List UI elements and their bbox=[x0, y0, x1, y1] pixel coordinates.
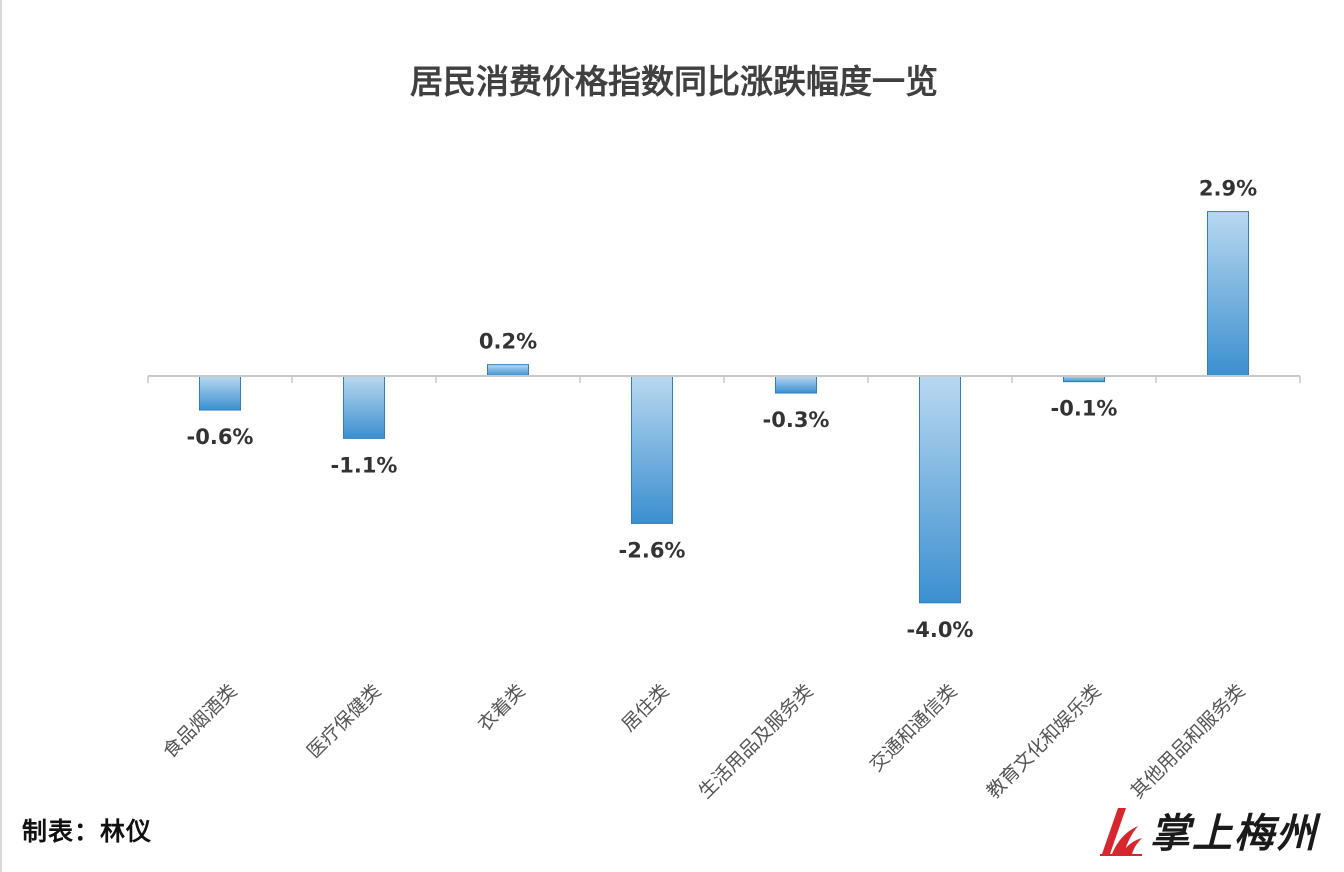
x-tick-label: 衣着类 bbox=[474, 680, 530, 736]
bar-1 bbox=[199, 375, 241, 411]
data-label: -0.1% bbox=[1051, 397, 1118, 421]
x-tick-label: 其他用品和服务类 bbox=[1126, 680, 1249, 803]
x-tick-label: 居住类 bbox=[618, 680, 674, 736]
publisher-logo: 掌上梅州 bbox=[1098, 800, 1318, 860]
logo-text: 掌上梅州 bbox=[1150, 810, 1318, 857]
data-label: -4.0% bbox=[907, 618, 974, 642]
bar-3 bbox=[487, 364, 529, 377]
x-tick-label: 交通和通信类 bbox=[865, 680, 961, 776]
data-label: -2.6% bbox=[619, 538, 686, 562]
bar-5 bbox=[775, 375, 817, 394]
data-label: -1.1% bbox=[331, 453, 398, 477]
bar-4 bbox=[631, 375, 673, 524]
data-label: -0.6% bbox=[187, 425, 254, 449]
x-tick-label: 教育文化和娱乐类 bbox=[982, 680, 1105, 803]
bar-6 bbox=[919, 375, 961, 604]
chart-title: 居民消费价格指数同比涨跌幅度一览 bbox=[410, 62, 938, 101]
bar-2 bbox=[343, 375, 385, 439]
flame-logo-icon bbox=[1100, 808, 1142, 856]
bar-8 bbox=[1207, 211, 1249, 377]
credit-text: 制表：林仪 bbox=[22, 817, 153, 846]
x-tick-label: 生活用品及服务类 bbox=[694, 680, 817, 803]
x-tick-label: 食品烟酒类 bbox=[159, 680, 242, 763]
data-label: 2.9% bbox=[1199, 177, 1257, 201]
x-tick-label: 医疗保健类 bbox=[303, 680, 386, 763]
data-label: -0.3% bbox=[763, 408, 830, 432]
data-label: 0.2% bbox=[479, 330, 537, 354]
